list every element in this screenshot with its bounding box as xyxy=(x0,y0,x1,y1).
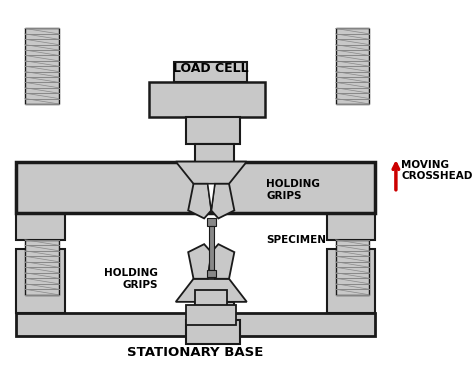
Polygon shape xyxy=(176,279,247,302)
Bar xyxy=(195,302,234,319)
Bar xyxy=(327,249,375,313)
Polygon shape xyxy=(211,184,234,218)
Bar xyxy=(16,249,65,313)
Bar xyxy=(16,171,65,240)
Text: SPECIMEN: SPECIMEN xyxy=(266,235,326,245)
Bar xyxy=(336,28,369,104)
Polygon shape xyxy=(208,184,215,210)
Text: HOLDING
GRIPS: HOLDING GRIPS xyxy=(104,268,158,290)
Text: HOLDING
GRIPS: HOLDING GRIPS xyxy=(266,179,320,201)
Bar xyxy=(186,117,240,144)
Bar xyxy=(207,270,216,277)
Polygon shape xyxy=(176,161,247,184)
Polygon shape xyxy=(188,244,211,279)
Bar xyxy=(186,319,240,345)
Text: LOAD CELL: LOAD CELL xyxy=(173,62,248,75)
Text: MOVING
CROSSHEAD: MOVING CROSSHEAD xyxy=(401,160,473,182)
Bar xyxy=(174,62,247,82)
Bar xyxy=(149,82,264,117)
Bar xyxy=(327,171,375,240)
Polygon shape xyxy=(188,184,211,218)
Bar xyxy=(186,305,236,325)
Bar xyxy=(16,161,374,213)
Bar xyxy=(25,240,59,295)
Bar xyxy=(195,144,234,161)
Bar xyxy=(16,313,374,335)
Text: STATIONARY BASE: STATIONARY BASE xyxy=(127,346,264,359)
Bar xyxy=(195,290,227,306)
Bar xyxy=(25,28,59,104)
Polygon shape xyxy=(211,244,234,279)
Polygon shape xyxy=(208,252,215,279)
Bar xyxy=(197,291,224,313)
Bar xyxy=(209,226,214,270)
Bar xyxy=(207,218,216,226)
Bar xyxy=(336,240,369,295)
